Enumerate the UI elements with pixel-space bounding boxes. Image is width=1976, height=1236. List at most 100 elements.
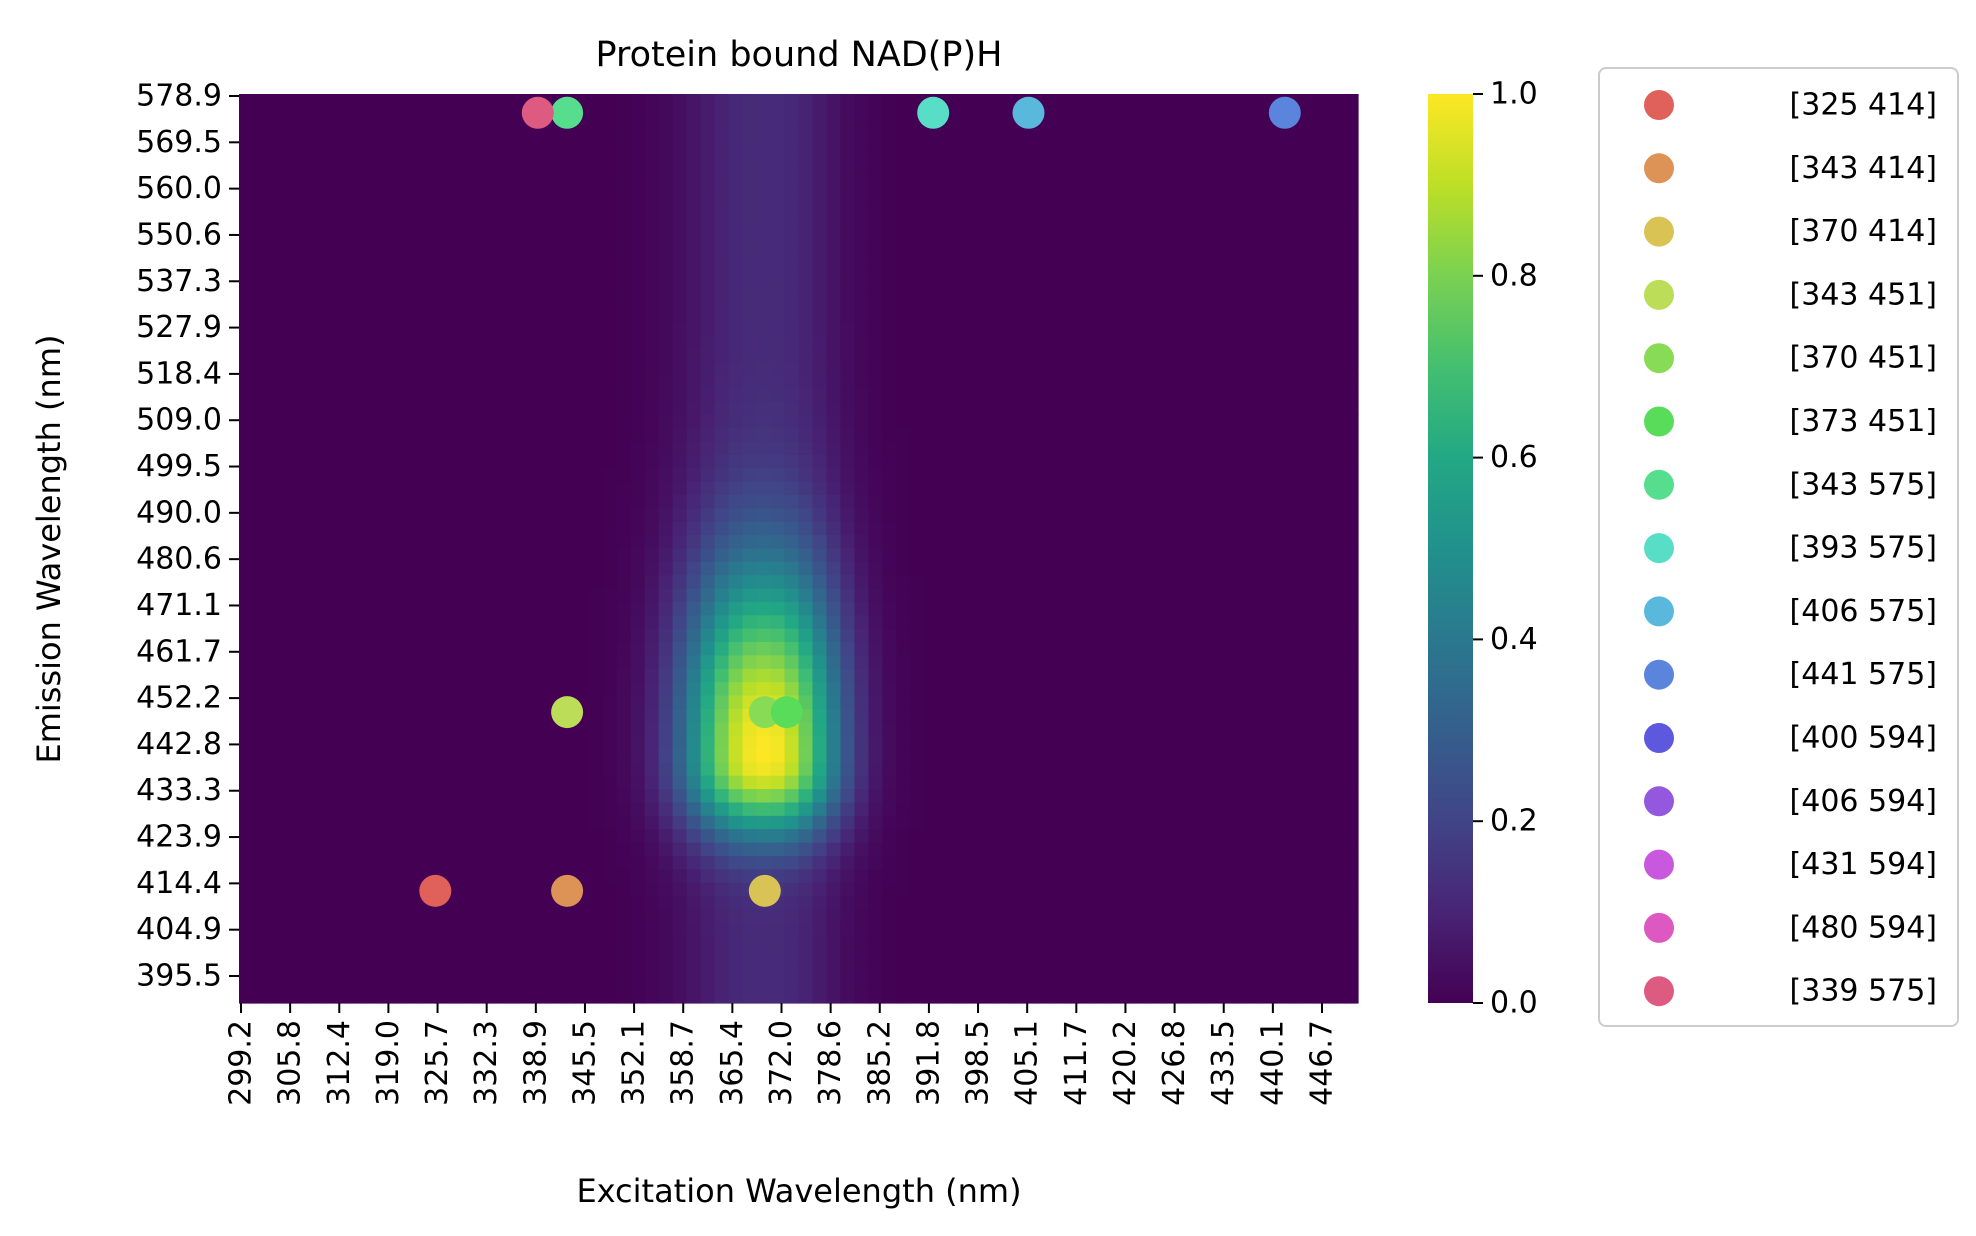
heatmap-cell [966, 615, 981, 630]
heatmap-cell [1176, 936, 1191, 951]
heatmap-cell [1120, 762, 1135, 777]
heatmap-cell [1092, 989, 1107, 1004]
heatmap-cell [700, 468, 716, 483]
heatmap-cell [994, 882, 1009, 897]
heatmap-cell [1176, 307, 1191, 322]
heatmap-cell [336, 388, 352, 403]
heatmap-cell [1148, 655, 1163, 670]
heatmap-cell [1204, 548, 1219, 563]
heatmap-cell [1232, 642, 1247, 657]
heatmap-cell [406, 962, 422, 977]
heatmap-cell [504, 561, 520, 576]
heatmap-cell [1232, 936, 1247, 951]
heatmap-cell [1106, 134, 1121, 149]
heatmap-cell [350, 855, 366, 870]
heatmap-cell [406, 134, 422, 149]
heatmap-cell [714, 762, 730, 777]
heatmap-cell [294, 896, 310, 911]
heatmap-cell [294, 976, 310, 991]
heatmap-cell [644, 200, 660, 215]
heatmap-cell [924, 481, 939, 496]
heatmap-cell [840, 575, 856, 590]
heatmap-cell [1218, 655, 1233, 670]
heatmap-cell [476, 882, 492, 897]
heatmap-cell [1008, 802, 1023, 817]
heatmap-cell [239, 922, 254, 937]
heatmap-cell [1148, 428, 1163, 443]
heatmap-cell [1162, 655, 1177, 670]
heatmap-cell [1148, 949, 1163, 964]
heatmap-cell [1162, 187, 1177, 202]
heatmap-cell [952, 454, 967, 469]
heatmap-cell [532, 628, 548, 643]
heatmap-cell [1092, 454, 1107, 469]
heatmap-cell [924, 147, 939, 162]
heatmap-cell [1064, 214, 1079, 229]
heatmap-cell [406, 535, 422, 550]
heatmap-cell [700, 254, 716, 269]
heatmap-cell [700, 802, 716, 817]
heatmap-cell [546, 829, 562, 844]
heatmap-cell [1022, 976, 1037, 991]
heatmap-cell [728, 628, 744, 643]
heatmap-cell [994, 896, 1009, 911]
heatmap-cell [1176, 548, 1191, 563]
heatmap-cell [434, 815, 450, 830]
heatmap-cell [1176, 949, 1191, 964]
heatmap-cell [532, 321, 548, 336]
heatmap-cell [658, 909, 674, 924]
heatmap-cell [574, 909, 590, 924]
heatmap-cell [994, 401, 1009, 416]
heatmap-cell [840, 668, 856, 683]
heatmap-cell [952, 695, 967, 710]
heatmap-cell [980, 575, 995, 590]
heatmap-cell [630, 441, 646, 456]
heatmap-cell [308, 949, 324, 964]
heatmap-cell [420, 200, 436, 215]
heatmap-cell [1204, 281, 1219, 296]
heatmap-cell [756, 388, 772, 403]
heatmap-cell [1246, 174, 1261, 189]
heatmap-cell [1092, 334, 1107, 349]
heatmap-cell [1036, 441, 1051, 456]
heatmap-cell [1064, 187, 1079, 202]
heatmap-cell [1162, 134, 1177, 149]
heatmap-cell [966, 307, 981, 322]
heatmap-cell [1050, 334, 1065, 349]
heatmap-cell [938, 468, 953, 483]
heatmap-cell [714, 896, 730, 911]
heatmap-cell [420, 307, 436, 322]
heatmap-cell [546, 722, 562, 737]
heatmap-cell [868, 682, 884, 697]
heatmap-cell [630, 200, 646, 215]
heatmap-cell [1106, 615, 1121, 630]
heatmap-cell [294, 668, 310, 683]
heatmap-cell [1064, 909, 1079, 924]
heatmap-cell [742, 134, 758, 149]
heatmap-cell [658, 575, 674, 590]
heatmap-cell [602, 708, 618, 723]
heatmap-cell [1246, 989, 1261, 1004]
heatmap-cell [1218, 682, 1233, 697]
heatmap-cell [1120, 815, 1135, 830]
heatmap-cell [1064, 682, 1079, 697]
heatmap-cell [910, 160, 925, 175]
heatmap-cell [490, 628, 506, 643]
heatmap-cell [602, 468, 618, 483]
heatmap-cell [1162, 321, 1177, 336]
heatmap-cell [378, 334, 394, 349]
heatmap-cell [966, 575, 981, 590]
heatmap-cell [798, 842, 814, 857]
heatmap-cell [672, 989, 688, 1004]
heatmap-cell [1246, 762, 1261, 777]
heatmap-cell [476, 147, 492, 162]
heatmap-cell [966, 655, 981, 670]
heatmap-cell [322, 147, 338, 162]
heatmap-cell [434, 227, 450, 242]
heatmap-cell [938, 508, 953, 523]
heatmap-cell [239, 321, 254, 336]
heatmap-cell [910, 628, 925, 643]
heatmap-cell [490, 588, 506, 603]
heatmap-cell [952, 174, 967, 189]
heatmap-cell [854, 682, 870, 697]
